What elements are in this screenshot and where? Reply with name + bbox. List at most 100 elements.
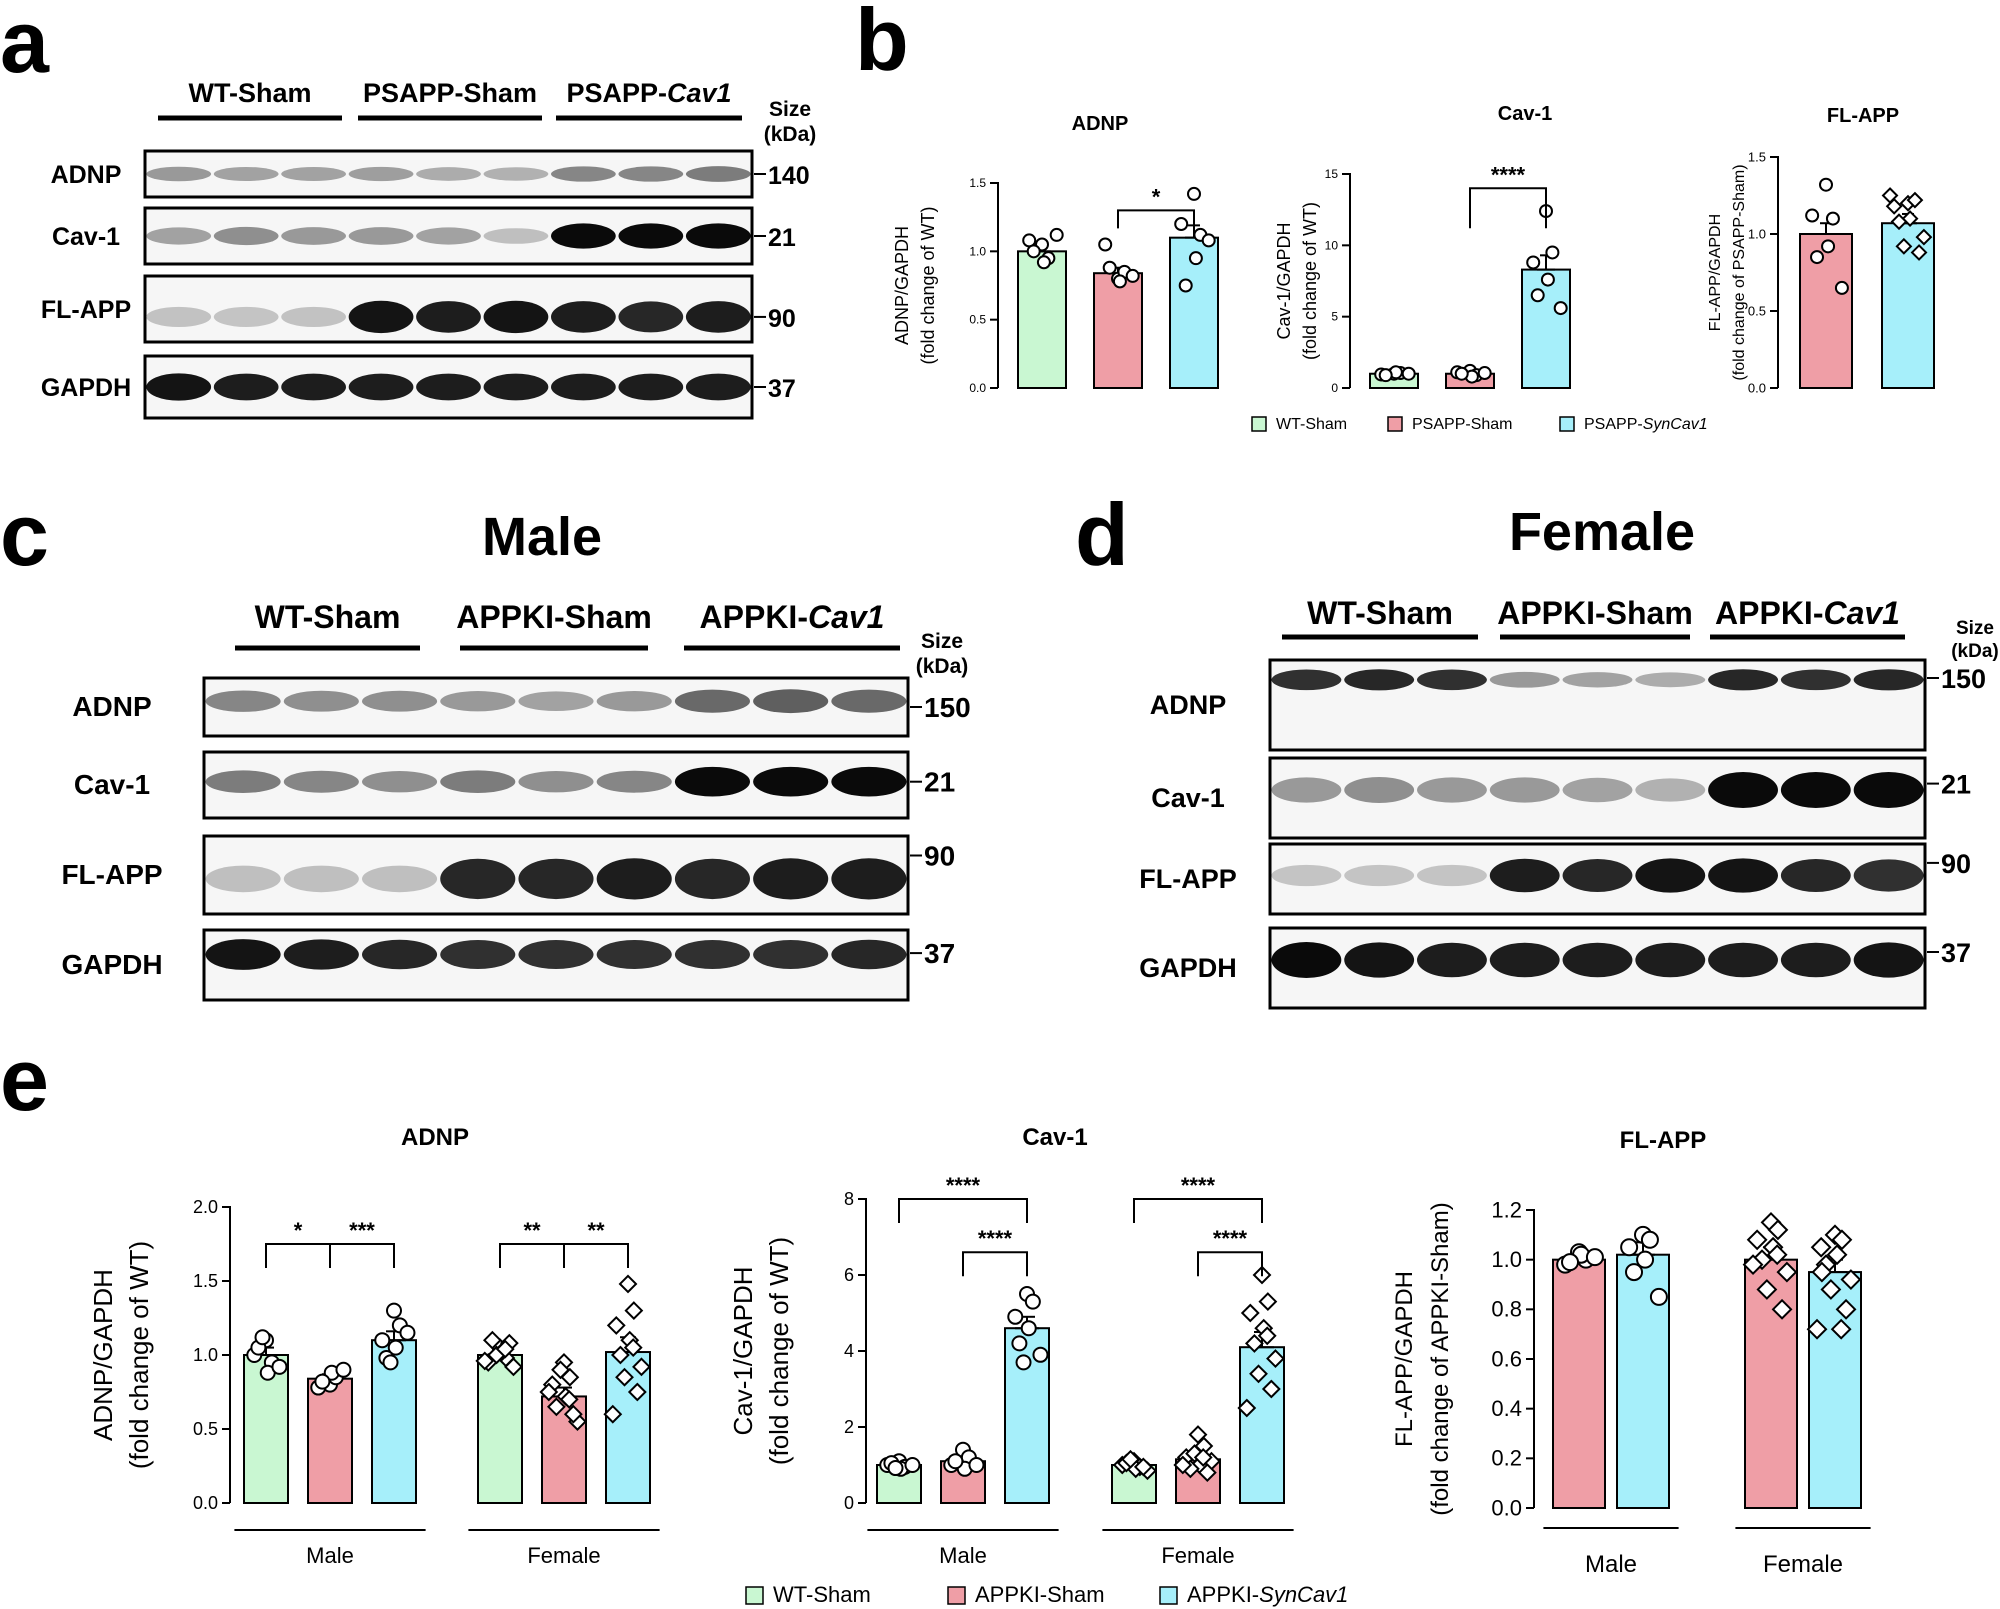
blot-band xyxy=(362,939,438,970)
data-point xyxy=(1640,1230,1659,1249)
significance-bracket xyxy=(1117,209,1195,229)
blot-band xyxy=(551,301,616,333)
data-point xyxy=(1020,1320,1037,1337)
y-tick-label: 1.5 xyxy=(193,1271,218,1291)
blot-row-label: Cav-1 xyxy=(74,769,150,800)
significance-bracket xyxy=(563,1243,629,1268)
blot-band xyxy=(618,373,684,401)
blot-band xyxy=(213,306,279,327)
blot-band xyxy=(1708,942,1778,978)
significance-stars: *** xyxy=(349,1218,375,1243)
significance-stars: **** xyxy=(1491,162,1526,187)
data-point-diamond xyxy=(551,1360,570,1380)
data-point-diamond xyxy=(1240,1303,1260,1323)
data-point-diamond xyxy=(1237,1398,1257,1418)
size-unit: (kDa) xyxy=(1951,641,1999,662)
data-point-diamond xyxy=(1173,1455,1193,1475)
data-point-diamond xyxy=(559,1389,579,1409)
data-point xyxy=(904,1457,921,1473)
blot-band xyxy=(596,770,672,793)
data-point-diamond xyxy=(1895,237,1913,255)
y-axis-label: Cav-1/GAPDH xyxy=(1274,222,1294,339)
y-tick-label: 0.4 xyxy=(1491,1396,1522,1421)
chart-title: Cav-1 xyxy=(1022,1124,1087,1151)
data-point-diamond xyxy=(1826,1244,1848,1266)
bar xyxy=(1552,1258,1606,1509)
bar xyxy=(1093,272,1143,390)
blot-band xyxy=(1562,942,1633,978)
bar xyxy=(1744,1258,1798,1509)
size-marker: 90 xyxy=(924,841,955,872)
data-point-diamond xyxy=(1261,1379,1281,1399)
blot-row-label: FL-APP xyxy=(61,859,162,890)
data-point xyxy=(1188,251,1203,266)
blot-group-label: PSAPP-Cav1 xyxy=(566,78,731,108)
blot-group-label: WT-Sham xyxy=(188,78,311,108)
size-marker: 21 xyxy=(924,767,955,798)
data-point-diamond xyxy=(1742,1254,1764,1276)
data-point-diamond xyxy=(615,1367,634,1387)
blot-band xyxy=(685,301,751,333)
data-point xyxy=(1561,1253,1580,1272)
blot-band xyxy=(1344,669,1415,691)
y-axis-label-unit: (fold change of APPKI-Sham) xyxy=(1427,1202,1454,1516)
significance-stars: **** xyxy=(1213,1226,1248,1251)
blot-band xyxy=(1417,777,1487,803)
blot-band xyxy=(1853,669,1924,691)
blot-band xyxy=(1780,942,1851,978)
data-point xyxy=(1401,366,1416,381)
blot-band xyxy=(1489,777,1560,803)
blot-band xyxy=(596,858,672,900)
data-point xyxy=(1545,245,1560,260)
blot-band xyxy=(348,227,414,245)
legend-swatch xyxy=(1159,1586,1178,1605)
significance-stars: * xyxy=(1152,184,1161,209)
blot-band xyxy=(596,940,672,969)
chart-title: ADNP xyxy=(1072,113,1129,135)
data-point-diamond xyxy=(624,1301,644,1321)
legend-swatch xyxy=(745,1586,764,1605)
blot-band xyxy=(205,690,281,712)
blot-group-label: WT-Sham xyxy=(1307,595,1453,631)
data-point xyxy=(1201,233,1216,248)
blot-band xyxy=(831,689,907,713)
y-tick-label: 0.0 xyxy=(969,381,986,395)
data-point xyxy=(1015,1354,1032,1371)
data-point xyxy=(314,1373,331,1390)
y-tick-label: 2.0 xyxy=(193,1197,218,1217)
blot-band xyxy=(518,940,594,969)
blot-band xyxy=(1344,864,1415,887)
data-point-diamond xyxy=(1766,1244,1788,1266)
blot-band xyxy=(146,166,212,182)
data-point xyxy=(1026,244,1041,259)
y-tick-label: 1.0 xyxy=(1491,1247,1522,1272)
blot-group-label: WT-Sham xyxy=(255,599,401,635)
bar xyxy=(477,1354,523,1504)
size-marker: 140 xyxy=(768,162,810,190)
group-label: Female xyxy=(1161,1543,1234,1568)
data-point-diamond xyxy=(1751,1249,1773,1271)
size-marker: 90 xyxy=(768,305,796,333)
blot-band xyxy=(483,300,549,334)
data-point xyxy=(1098,237,1113,252)
bar xyxy=(1521,268,1571,389)
data-point xyxy=(1526,255,1541,270)
blot-band xyxy=(416,373,481,401)
data-point-diamond xyxy=(1910,244,1928,261)
data-point-diamond xyxy=(623,1338,643,1358)
data-point xyxy=(1825,211,1840,226)
blot-band xyxy=(1489,671,1560,688)
y-tick-label: 6 xyxy=(844,1265,854,1285)
blot-band xyxy=(283,939,359,970)
significance-bracket xyxy=(1133,1198,1263,1223)
chart-title: Cav-1 xyxy=(1498,103,1552,125)
y-axis-label: ADNP/GAPDH xyxy=(88,1269,118,1441)
blot-band xyxy=(281,306,346,328)
data-point-diamond xyxy=(1881,187,1899,204)
blot-band xyxy=(146,373,212,401)
bar xyxy=(307,1377,353,1505)
bar xyxy=(1799,233,1853,389)
data-point-diamond xyxy=(606,1315,626,1335)
blot-band xyxy=(674,858,750,900)
